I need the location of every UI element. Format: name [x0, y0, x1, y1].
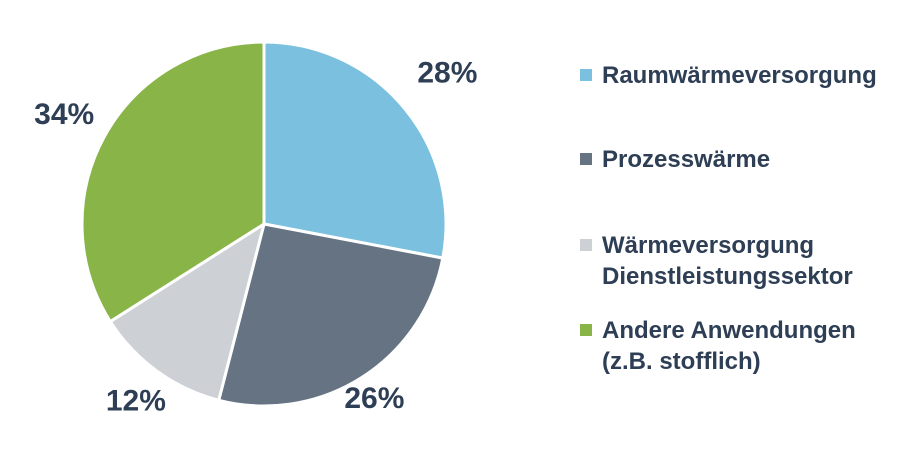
legend-item-waermeversorgung-dienstleistungssektor: Wärmeversorgung Dienstleistungssektor — [580, 230, 853, 292]
legend-swatch — [580, 69, 592, 81]
slice-andere-anwendungen — [80, 40, 266, 324]
legend-item-prozesswaerme: Prozesswärme — [580, 144, 770, 175]
slice-raumwaermeversorgung — [262, 40, 448, 260]
slice-waermeversorgung-dienstleistungssektor — [108, 222, 266, 402]
legend-swatch — [580, 324, 592, 336]
legend-swatch — [580, 239, 592, 251]
pie-slices — [80, 40, 448, 408]
legend-item-raumwaermeversorgung: Raumwärmeversorgung — [580, 60, 877, 91]
legend-label: Raumwärmeversorgung — [602, 62, 877, 89]
value-label-andere-anwendungen: 34% — [34, 98, 94, 131]
legend-label: Prozesswärme — [602, 146, 771, 173]
value-label-raumwaermeversorgung: 28% — [417, 56, 477, 89]
slice-prozesswaerme — [217, 222, 445, 408]
value-label-prozesswaerme: 26% — [344, 382, 404, 415]
value-label-waermeversorgung-dienstleistungssektor: 12% — [106, 384, 166, 417]
legend-label: Wärmeversorgung Dienstleistungssektor — [602, 232, 853, 290]
legend-swatch — [580, 153, 592, 165]
legend-item-andere-anwendungen: Andere Anwendungen (z.B. stofflich) — [580, 315, 856, 377]
pie-value-labels: 28% 26% 12% 34% — [34, 56, 477, 417]
legend-label: Andere Anwendungen (z.B. stofflich) — [602, 317, 856, 375]
